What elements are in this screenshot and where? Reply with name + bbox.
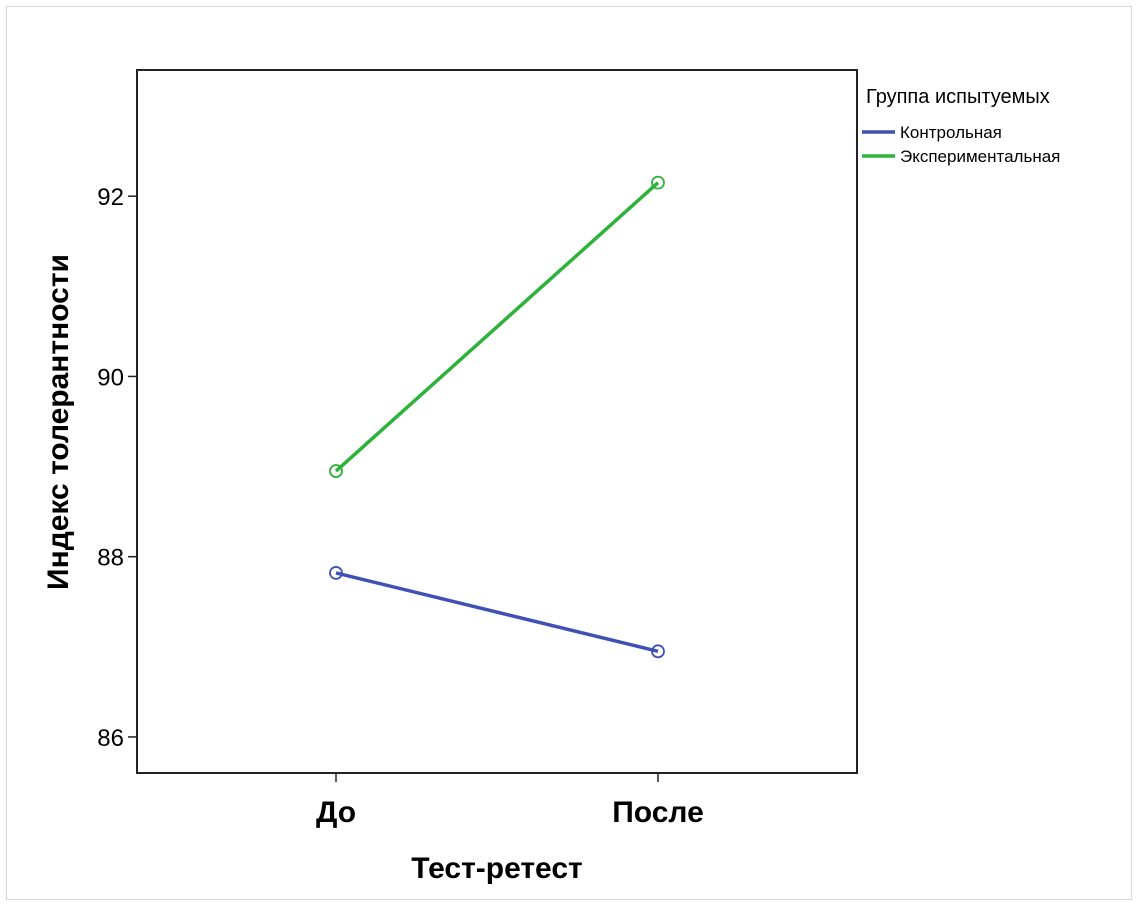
- data-point: [329, 464, 343, 478]
- y-tick-label: 90: [97, 364, 124, 391]
- y-tick-label: 86: [97, 725, 124, 752]
- legend-title: Группа испытуемых: [866, 86, 1050, 108]
- series-layer: [329, 175, 665, 659]
- series-line-2: [334, 181, 660, 473]
- y-axis: 86 88 90 92: [97, 184, 137, 752]
- x-axis: До После: [316, 773, 704, 829]
- legend: Группа испытуемых Контрольная Эксперимент…: [862, 86, 1060, 166]
- y-tick-label: 88: [97, 545, 124, 572]
- data-point: [651, 175, 665, 190]
- data-point: [329, 566, 343, 580]
- x-axis-title: Тест-ретест: [411, 852, 582, 885]
- legend-item-label: Контрольная: [900, 123, 1002, 142]
- x-tick-label: До: [316, 796, 356, 829]
- outer-frame: [6, 6, 1132, 900]
- legend-item-label: Экспериментальная: [900, 147, 1060, 166]
- plot-area: [136, 69, 858, 774]
- y-axis-title: Индекс толерантности: [42, 254, 75, 590]
- y-tick-label: 92: [97, 184, 124, 211]
- x-tick-label: После: [612, 796, 704, 829]
- series-line-1: [335, 571, 659, 654]
- data-point: [651, 644, 665, 659]
